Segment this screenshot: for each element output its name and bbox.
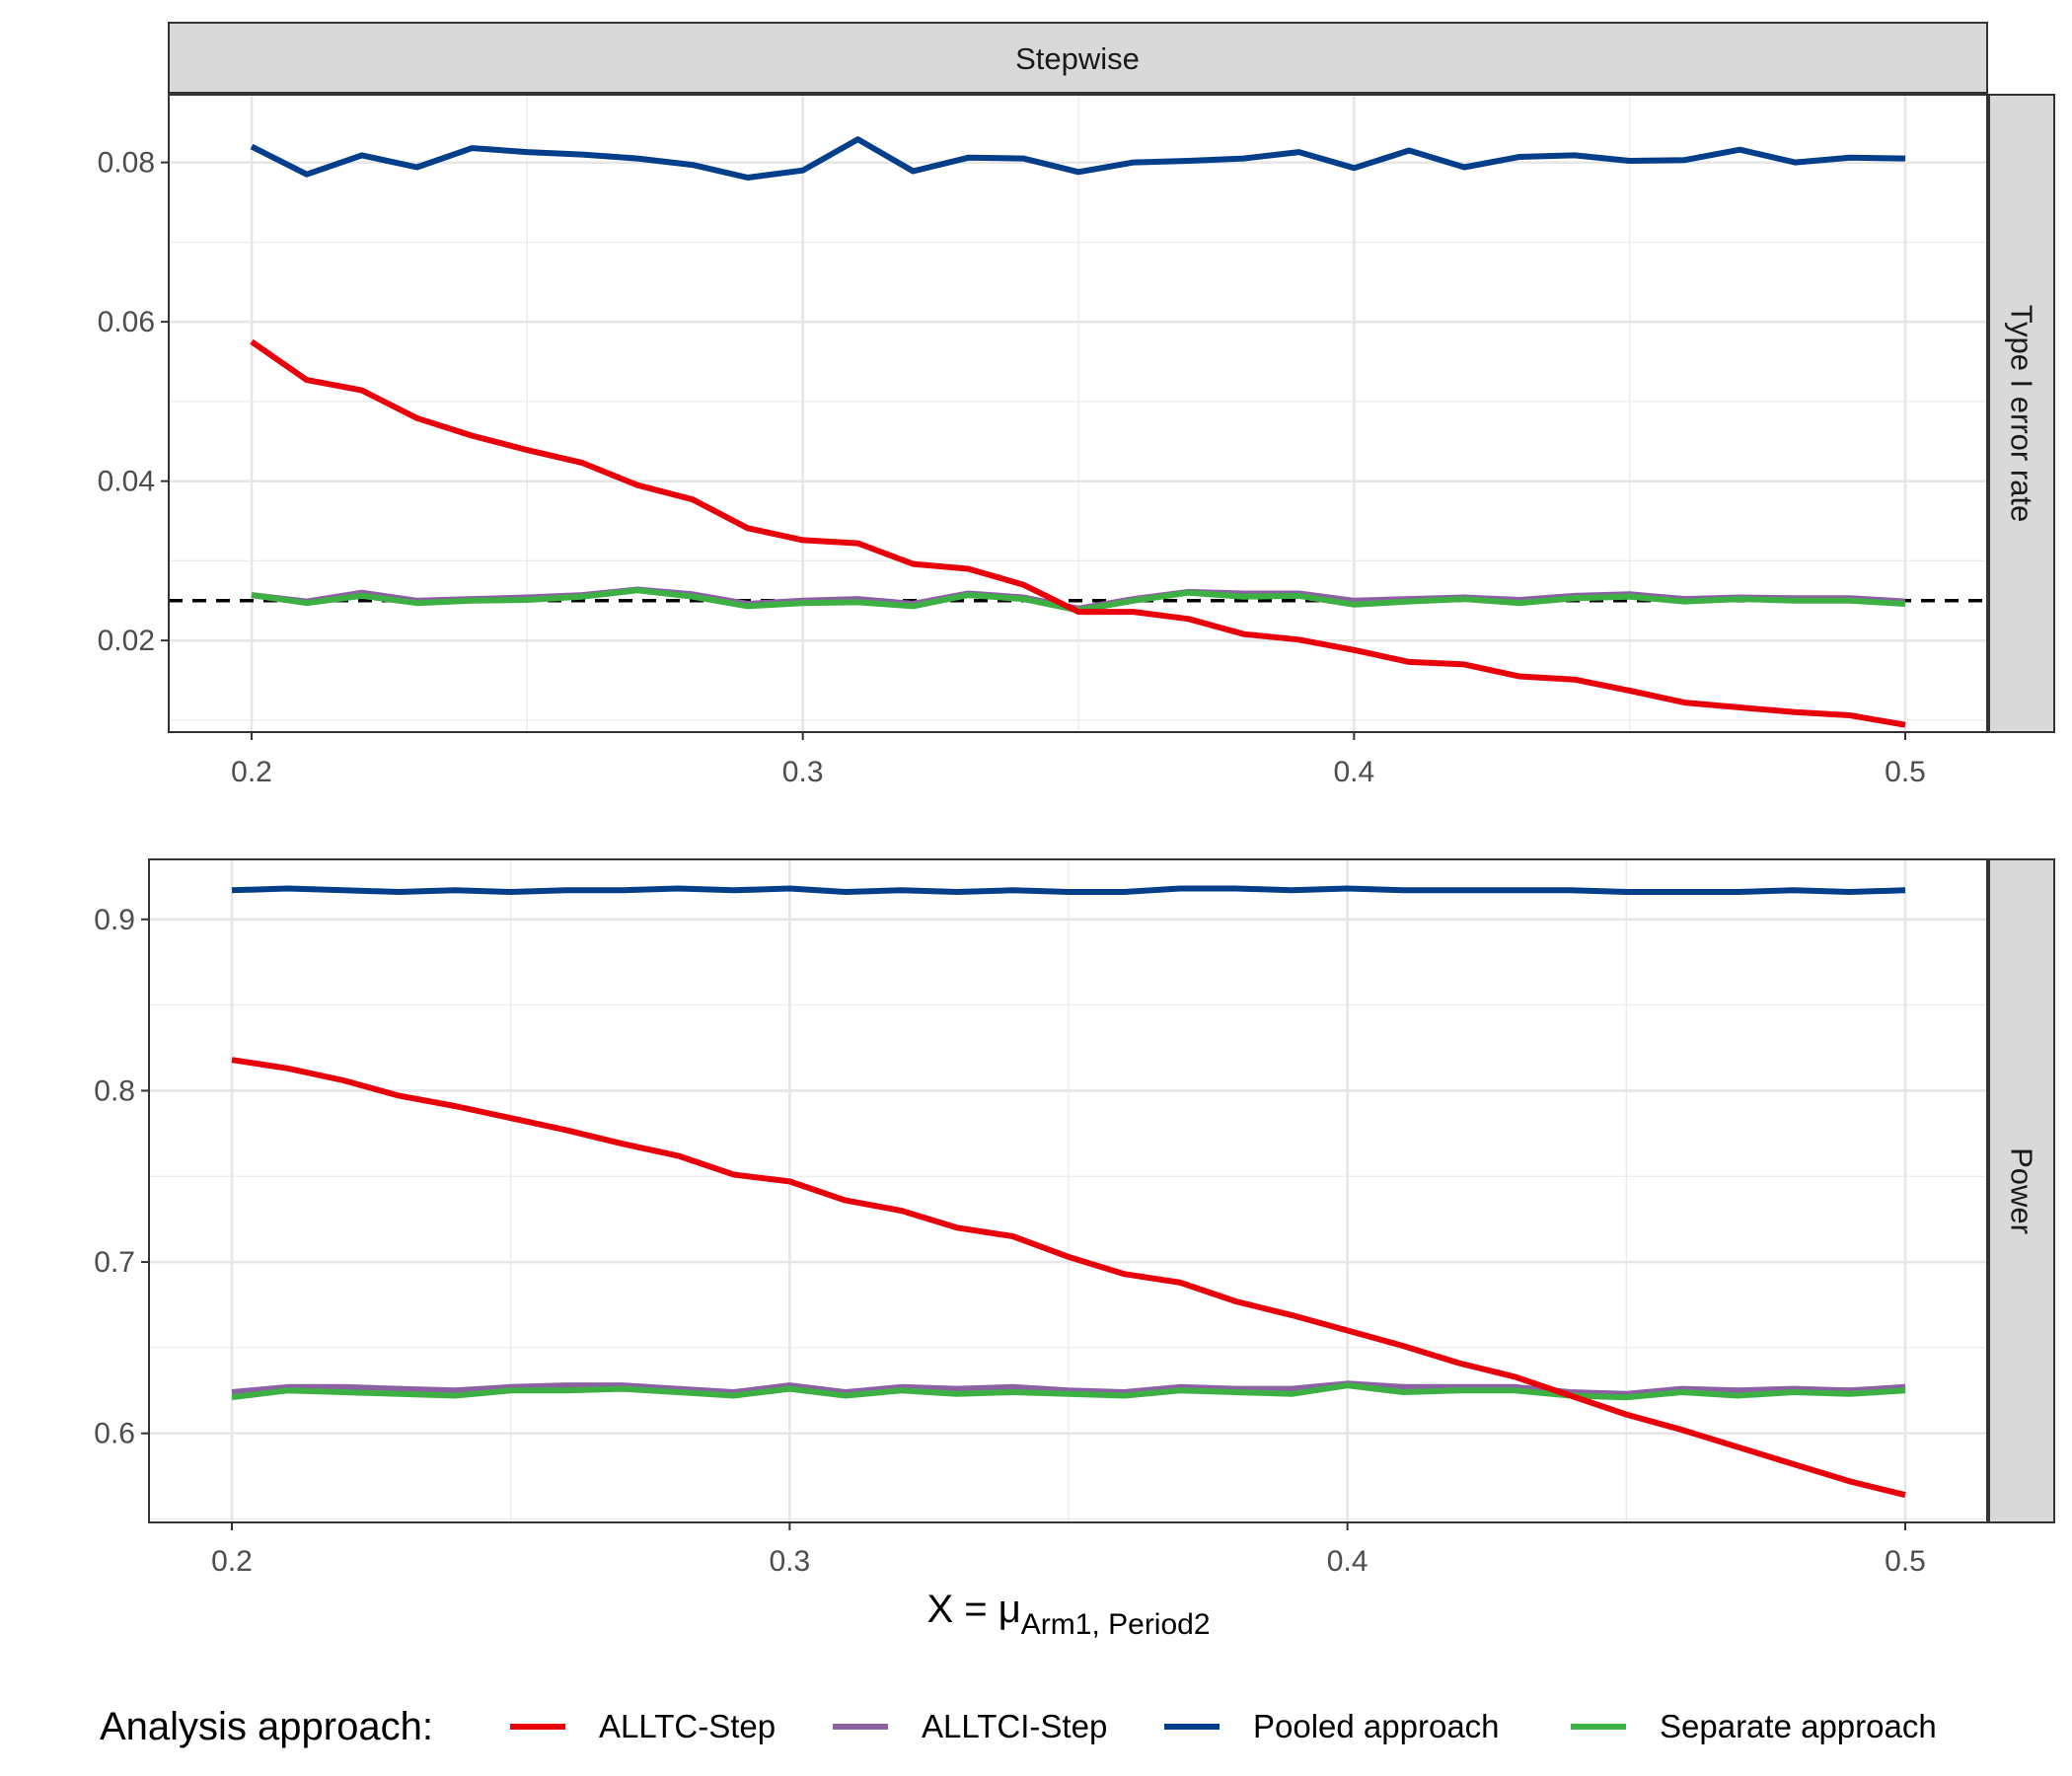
y-tick-label: 0.06 [98, 306, 155, 338]
legend-title: Analysis approach: [100, 1705, 433, 1748]
y-tick-label: 0.8 [94, 1074, 135, 1107]
legend: Analysis approach: ALLTC-Step ALLTCI-Step… [100, 1705, 1937, 1748]
row-strip-box [1988, 858, 2055, 1523]
x-tick-label: 0.2 [231, 756, 272, 788]
row-strip-box [1988, 94, 2055, 733]
panels: 0.02 0.04 0.06 0.08 0.2 0.3 0.4 0.5 Type I error… [94, 94, 2055, 1578]
column-strip-box [168, 22, 1988, 94]
y-tick-label: 0.04 [98, 466, 155, 498]
x-tick-label: 0.5 [1885, 756, 1926, 788]
y-tick-label: 0.6 [94, 1418, 135, 1450]
panel-power: 0.6 0.7 0.8 0.9 0.2 0.3 0.4 0.5 Power [94, 858, 2055, 1578]
panel-border [148, 858, 1988, 1523]
x-axis-title-main: X = μ [926, 1588, 1020, 1631]
x-tick-label: 0.5 [1885, 1545, 1926, 1578]
column-strip-label: Stepwise [1015, 41, 1140, 76]
legend-label-alltc-step: ALLTC-Step [599, 1708, 776, 1744]
column-strip: Stepwise [168, 22, 1988, 94]
y-tick-label: 0.7 [94, 1246, 135, 1279]
series-line-pooled-approach [231, 885, 1906, 895]
series-line-separate-approach [231, 1382, 1906, 1401]
x-axis-title: X = μArm1, Period2 [926, 1588, 1210, 1641]
x-axis-title-subscript: Arm1, Period2 [1021, 1608, 1211, 1641]
row-strip-label: Power [2005, 1147, 2039, 1234]
series-line-alltc-step [250, 338, 1906, 728]
y-tick-label: 0.9 [94, 904, 135, 936]
series-line-pooled-approach [250, 136, 1906, 181]
x-tick-label: 0.3 [782, 756, 824, 788]
legend-label-pooled-approach: Pooled approach [1253, 1708, 1500, 1744]
y-tick-label: 0.08 [98, 147, 155, 180]
x-tick-label: 0.2 [211, 1545, 253, 1578]
legend-label-alltci-step: ALLTCI-Step [922, 1708, 1107, 1744]
legend-label-separate-approach: Separate approach [1660, 1708, 1937, 1744]
panel-type-i-error: 0.02 0.04 0.06 0.08 0.2 0.3 0.4 0.5 Type I error… [98, 94, 2055, 788]
series-line-alltci-step [231, 1380, 1906, 1397]
y-tick-label: 0.02 [98, 625, 155, 657]
x-tick-label: 0.3 [769, 1545, 810, 1578]
panel-border [168, 94, 1988, 733]
x-tick-label: 0.4 [1327, 1545, 1369, 1578]
x-tick-label: 0.4 [1333, 756, 1374, 788]
series-line-alltc-step [231, 1057, 1906, 1499]
row-strip-label: Type I error rate [2005, 305, 2039, 523]
